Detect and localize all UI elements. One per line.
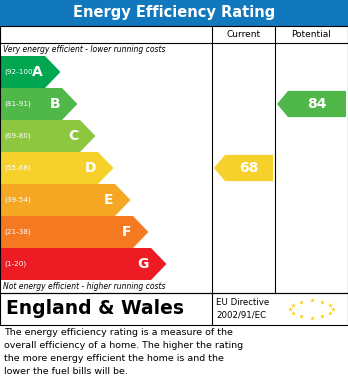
- Text: C: C: [68, 129, 78, 143]
- Bar: [0, 0, 348, 26]
- Text: (55-68): (55-68): [4, 165, 31, 171]
- Bar: [0, 293, 348, 325]
- Polygon shape: [0, 216, 148, 248]
- Text: G: G: [138, 257, 149, 271]
- Text: (1-20): (1-20): [4, 261, 26, 267]
- Text: 68: 68: [239, 161, 259, 175]
- Bar: [0, 26, 348, 293]
- Text: D: D: [85, 161, 96, 175]
- Text: Current: Current: [227, 30, 261, 39]
- Text: Not energy efficient - higher running costs: Not energy efficient - higher running co…: [3, 282, 166, 291]
- Text: Very energy efficient - lower running costs: Very energy efficient - lower running co…: [3, 45, 166, 54]
- Polygon shape: [0, 88, 77, 120]
- Text: The energy efficiency rating is a measure of the
overall efficiency of a home. T: The energy efficiency rating is a measur…: [4, 328, 243, 375]
- Text: A: A: [32, 65, 43, 79]
- Text: (81-91): (81-91): [4, 101, 31, 107]
- Text: Energy Efficiency Rating: Energy Efficiency Rating: [73, 5, 275, 20]
- Text: B: B: [49, 97, 60, 111]
- Polygon shape: [0, 120, 95, 152]
- Text: England & Wales: England & Wales: [6, 300, 184, 319]
- Text: Potential: Potential: [292, 30, 331, 39]
- Polygon shape: [0, 152, 113, 184]
- Text: (69-80): (69-80): [4, 133, 31, 139]
- Polygon shape: [0, 184, 130, 216]
- Polygon shape: [214, 155, 273, 181]
- Polygon shape: [0, 56, 61, 88]
- Text: (39-54): (39-54): [4, 197, 31, 203]
- Text: E: E: [103, 193, 113, 207]
- Text: (21-38): (21-38): [4, 229, 31, 235]
- Text: F: F: [121, 225, 131, 239]
- Text: 2002/91/EC: 2002/91/EC: [216, 311, 266, 320]
- Text: EU Directive: EU Directive: [216, 298, 269, 307]
- Text: (92-100): (92-100): [4, 69, 35, 75]
- Polygon shape: [0, 248, 166, 280]
- Text: 84: 84: [307, 97, 327, 111]
- Polygon shape: [277, 91, 346, 117]
